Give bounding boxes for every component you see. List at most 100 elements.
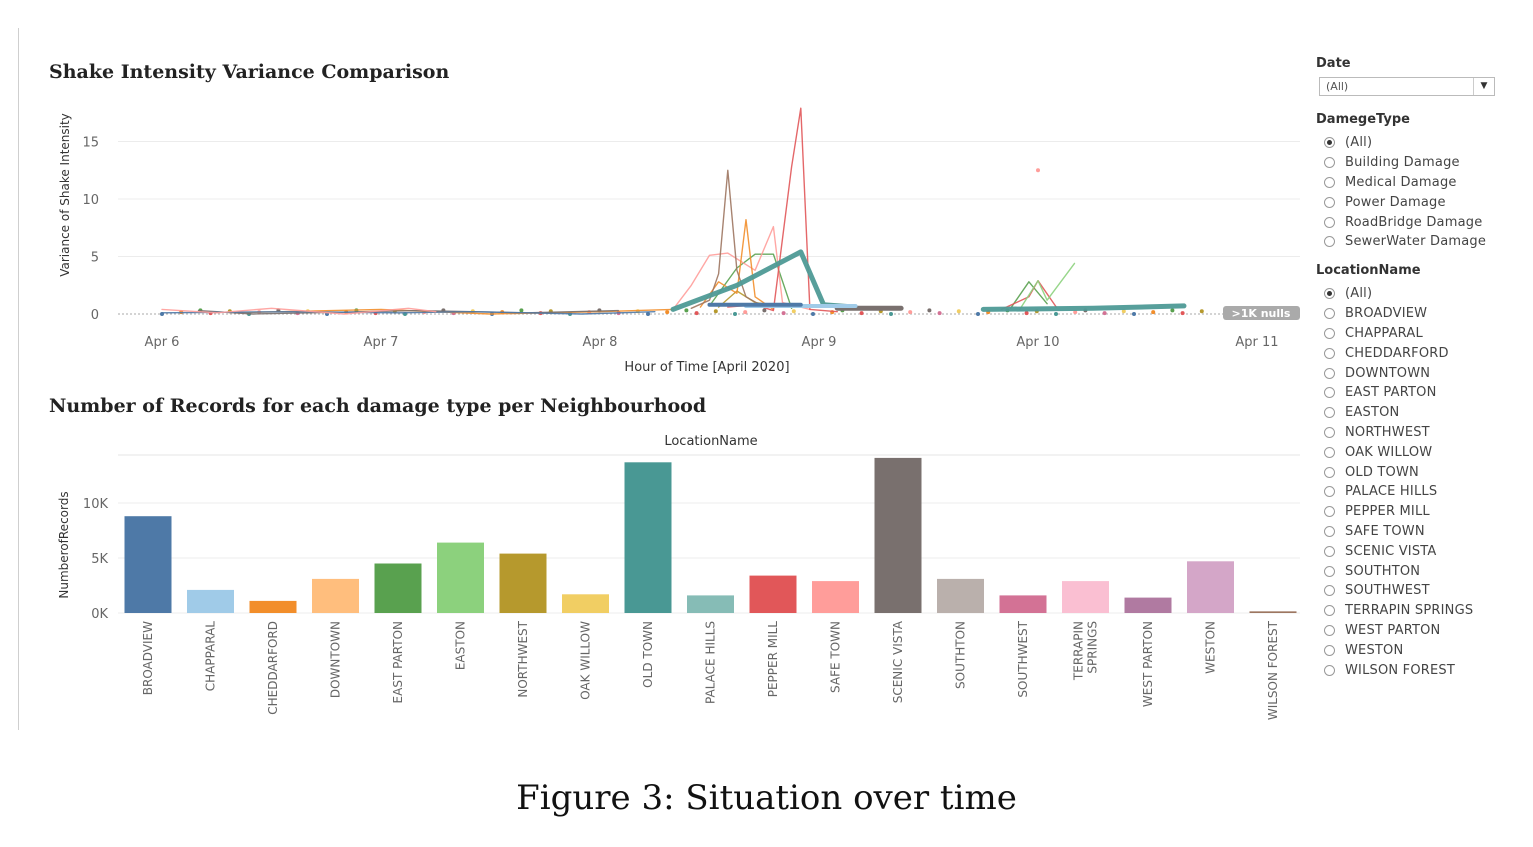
location-option[interactable]: EAST PARTON xyxy=(1316,383,1473,403)
variance-line-chart: 0 5 10 15 Apr 6 Apr 7 Apr 8 Apr 9 Apr 10 Apr 11 Ho… xyxy=(58,107,1300,375)
damage-type-option[interactable]: RoadBridge Damage xyxy=(1316,212,1486,232)
radio-button-icon[interactable] xyxy=(1324,137,1335,149)
location-option[interactable]: OLD TOWN xyxy=(1316,462,1473,482)
bar xyxy=(249,600,297,613)
bar xyxy=(374,563,422,613)
location-option[interactable]: (All) xyxy=(1316,284,1473,304)
location-option[interactable]: PALACE HILLS xyxy=(1316,482,1473,502)
location-option[interactable]: WEST PARTON xyxy=(1316,621,1473,641)
location-option-label: EASTON xyxy=(1345,405,1400,421)
bar xyxy=(437,542,484,613)
damage-type-option[interactable]: SewerWater Damage xyxy=(1316,232,1486,252)
damage-type-option[interactable]: Medical Damage xyxy=(1316,173,1486,193)
chevron-down-icon[interactable]: ▼ xyxy=(1473,78,1494,95)
location-option-label: (All) xyxy=(1345,286,1373,302)
location-option[interactable]: SAFE TOWN xyxy=(1316,522,1473,542)
radio-button-icon[interactable] xyxy=(1324,565,1335,577)
radio-button-icon[interactable] xyxy=(1324,327,1335,339)
data-point xyxy=(1054,312,1058,316)
location-option[interactable]: CHEDDARFORD xyxy=(1316,343,1473,363)
radio-button-icon[interactable] xyxy=(1324,506,1335,518)
radio-button-icon[interactable] xyxy=(1324,466,1335,478)
x-tick-label: Apr 8 xyxy=(583,335,618,350)
data-point xyxy=(1199,309,1204,314)
radio-button-icon[interactable] xyxy=(1324,585,1335,597)
bar xyxy=(1062,581,1109,613)
radio-button-icon[interactable] xyxy=(1324,308,1335,320)
bar xyxy=(874,457,922,613)
location-option[interactable]: PEPPER MILL xyxy=(1316,502,1473,522)
radio-button-icon[interactable] xyxy=(1324,644,1335,656)
damage-type-option[interactable]: Building Damage xyxy=(1316,153,1486,173)
location-option[interactable]: WESTON xyxy=(1316,640,1473,660)
radio-button-icon[interactable] xyxy=(1324,216,1335,228)
radio-button-icon[interactable] xyxy=(1324,525,1335,537)
location-option[interactable]: DOWNTOWN xyxy=(1316,363,1473,383)
damage-type-options: (All) Building Damage Medical Damage Power … xyxy=(1316,133,1486,252)
left-divider xyxy=(18,28,19,730)
bar xyxy=(1187,561,1234,613)
x-tick-label: SCENIC VISTA xyxy=(891,620,905,703)
bar xyxy=(1249,611,1297,613)
x-tick-label: EASTON xyxy=(454,621,468,670)
location-option[interactable]: CHAPPARAL xyxy=(1316,324,1473,344)
radio-button-icon[interactable] xyxy=(1324,426,1335,438)
location-option[interactable]: SOUTHWEST xyxy=(1316,581,1473,601)
radio-button-icon[interactable] xyxy=(1324,176,1335,188)
location-option[interactable]: TERRAPIN SPRINGS xyxy=(1316,601,1473,621)
radio-button-icon[interactable] xyxy=(1324,605,1335,617)
location-option-label: SCENIC VISTA xyxy=(1345,543,1437,559)
radio-button-icon[interactable] xyxy=(1324,446,1335,458)
x-tick-label: PALACE HILLS xyxy=(704,621,718,704)
radio-button-icon[interactable] xyxy=(1324,157,1335,169)
data-point xyxy=(646,312,650,316)
data-point xyxy=(889,312,893,316)
location-option[interactable]: OAK WILLOW xyxy=(1316,442,1473,462)
location-option-label: SAFE TOWN xyxy=(1345,523,1425,539)
damage-type-option[interactable]: Power Damage xyxy=(1316,192,1486,212)
data-point xyxy=(791,309,796,314)
radio-button-icon[interactable] xyxy=(1324,288,1335,300)
x-tick-label: NORTHWEST xyxy=(516,620,530,697)
date-dropdown[interactable]: (All) ▼ xyxy=(1319,77,1495,96)
bar xyxy=(1124,597,1172,613)
location-option[interactable]: SOUTHTON xyxy=(1316,561,1473,581)
radio-button-icon[interactable] xyxy=(1324,387,1335,399)
x-tick-label: OLD TOWN xyxy=(641,621,655,688)
date-filter-title: Date xyxy=(1316,56,1351,71)
data-point xyxy=(1121,309,1126,314)
data-point xyxy=(927,308,932,313)
radio-button-icon[interactable] xyxy=(1324,624,1335,636)
damage-type-option-label: RoadBridge Damage xyxy=(1345,214,1483,230)
damage-type-filter: DamegeType (All) Building Damage Medical D… xyxy=(1316,112,1486,252)
location-option[interactable]: BROADVIEW xyxy=(1316,304,1473,324)
damage-type-option-label: Building Damage xyxy=(1345,155,1460,171)
column-header: LocationName xyxy=(664,434,757,449)
radio-button-icon[interactable] xyxy=(1324,664,1335,676)
series-line xyxy=(672,225,811,311)
location-option-label: CHEDDARFORD xyxy=(1345,345,1449,361)
data-point xyxy=(937,311,942,316)
location-option[interactable]: NORTHWEST xyxy=(1316,423,1473,443)
radio-button-icon[interactable] xyxy=(1324,545,1335,557)
x-tick-label: Apr 6 xyxy=(145,335,180,350)
location-option-label: CHAPPARAL xyxy=(1345,325,1423,341)
radio-button-icon[interactable] xyxy=(1324,367,1335,379)
radio-button-icon[interactable] xyxy=(1324,486,1335,498)
series-line xyxy=(234,308,674,315)
radio-button-icon[interactable] xyxy=(1324,236,1335,248)
y-tick-label: 10 xyxy=(82,193,99,208)
x-tick-label: OAK WILLOW xyxy=(579,621,593,700)
x-tick-label: TERRAPINSPRINGS xyxy=(1072,621,1100,681)
location-option[interactable]: SCENIC VISTA xyxy=(1316,541,1473,561)
radio-button-icon[interactable] xyxy=(1324,347,1335,359)
y-axis-title: NumberofRecords xyxy=(57,491,71,598)
location-option-label: EAST PARTON xyxy=(1345,385,1437,401)
location-option[interactable]: WILSON FOREST xyxy=(1316,660,1473,680)
radio-button-icon[interactable] xyxy=(1324,196,1335,208)
x-tick-label: WILSON FOREST xyxy=(1266,620,1280,720)
radio-button-icon[interactable] xyxy=(1324,407,1335,419)
damage-type-option[interactable]: (All) xyxy=(1316,133,1486,153)
location-option[interactable]: EASTON xyxy=(1316,403,1473,423)
data-point xyxy=(1024,311,1029,316)
